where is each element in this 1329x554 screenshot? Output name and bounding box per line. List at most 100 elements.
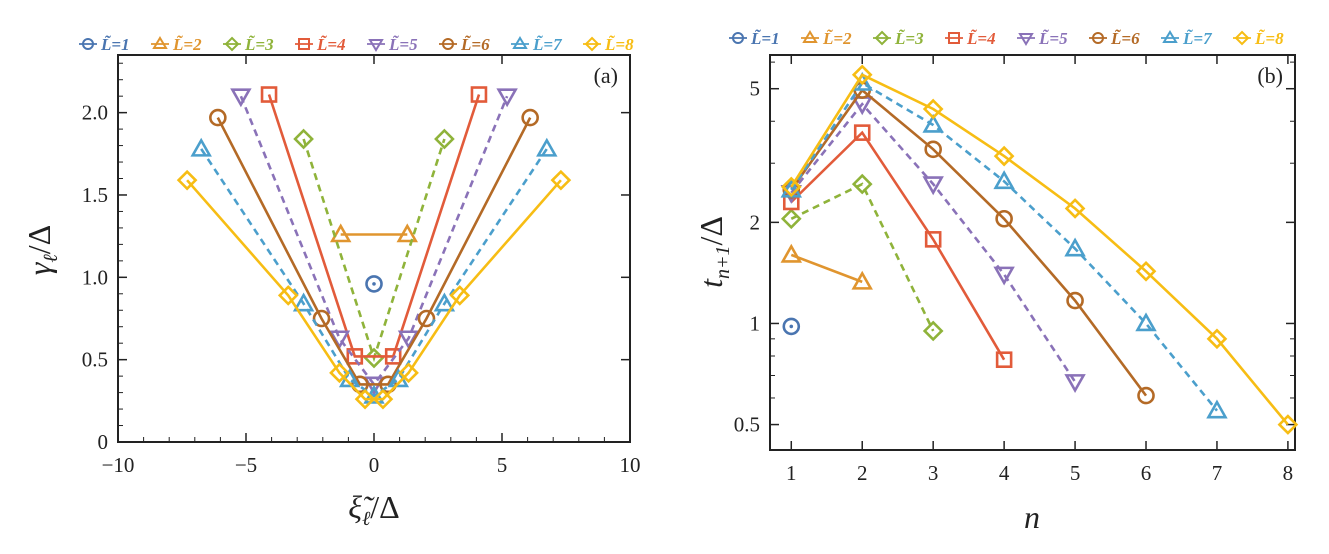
panel-b-point-L8-0 [780, 176, 802, 198]
panel-b-xtick-label-1: 2 [857, 461, 868, 485]
panel-a-legend-item-L8: L̃=8 [583, 35, 634, 54]
panel-a-point-L7-1 [292, 292, 315, 312]
panel-b-point-L2-1 [851, 270, 873, 290]
panel-b-legend-label-L7: L̃=7 [1182, 29, 1213, 48]
panel-b-legend-marker-L3 [874, 30, 890, 46]
panel-a-legend-label-L2: L̃=2 [172, 35, 202, 54]
panel-a-point-L1-0 [365, 275, 383, 293]
panel-b-legend-item-L2: L̃=2 [801, 29, 852, 48]
panel-b-series-L3 [780, 173, 944, 342]
panel-b-point-L5-4 [1064, 374, 1086, 394]
panel-a-legend-marker-L1 [82, 38, 94, 50]
panel-a-legend-label-L5: L̃=5 [388, 35, 418, 54]
panel-b-xtick-label-5: 6 [1141, 461, 1152, 485]
panel-a-series-L5 [230, 88, 518, 396]
panel-b-point-L3-0 [780, 208, 802, 230]
panel-a-series-L2 [329, 223, 419, 243]
panel-a-y-label-main: γ [21, 261, 57, 275]
panel-b-y-axis-label: tn+1/Δ [693, 216, 734, 288]
panel-a-point-L6-1 [312, 309, 331, 328]
panel-b-ytick-label-0: 0.5 [734, 413, 760, 437]
panel-b-legend-marker-L8 [1234, 30, 1250, 46]
panel-b-point-L8-6 [1206, 328, 1228, 350]
panel-b-legend-marker-L6 [1092, 32, 1104, 44]
panel-a-y-label-unit: /Δ [21, 225, 57, 254]
panel-a-point-L8-4 [372, 388, 394, 410]
panel-a-series-L6-line [216, 117, 532, 386]
panel-a-legend-marker-L5 [368, 39, 384, 52]
panel-b-legend-item-L3: L̃=3 [873, 29, 924, 48]
panel-b-legend-label-L1: L̃=1 [750, 29, 780, 48]
panel-a-legend-marker-L3 [224, 36, 240, 52]
panel-a-chart: L̃=1 L̃=2 L̃=3 L̃=4 L̃=5 L̃=6 L̃=7 L̃=8 −10 −5 0 5… [21, 35, 641, 530]
panel-a-point-L8-7 [550, 169, 572, 191]
panel-a-xtick-label-4: 10 [620, 453, 641, 477]
panel-b-tag: (b) [1257, 63, 1283, 88]
panel-a-point-L6-4 [417, 309, 436, 328]
panel-b-chart: L̃=1 L̃=2 L̃=3 L̃=4 L̃=5 L̃=6 L̃=7 L̃=8 1 2 3 4 5 6 7… [693, 29, 1299, 535]
panel-b-legend-label-L8: L̃=8 [1254, 29, 1284, 48]
panel-b-legend-label-L2: L̃=2 [822, 29, 852, 48]
panel-b-series-L4-line [790, 130, 1006, 361]
panel-a-legend-marker-L4 [298, 38, 310, 50]
panel-b-point-L7-2 [922, 113, 944, 133]
panel-b-x-label-main: n [1024, 499, 1040, 535]
panel-a-point-L2-0 [329, 223, 352, 243]
panel-a-point-L6-0 [209, 108, 227, 127]
panel-b-legend: L̃=1 L̃=2 L̃=3 L̃=4 L̃=5 L̃=6 L̃=7 L̃=8 [729, 29, 1284, 48]
panel-b-point-L7-6 [1206, 399, 1228, 419]
panel-b-xtick-label-3: 4 [999, 461, 1010, 485]
panel-b-point-L8-3 [993, 145, 1015, 167]
panel-b-point-L1-0-center [789, 324, 794, 329]
panel-a-point-L2-1 [396, 223, 419, 243]
panel-a-legend-label-L4: L̃=4 [316, 35, 346, 54]
panel-a-series-L5-line [239, 95, 509, 387]
panel-b-point-L1-0 [782, 317, 801, 336]
panel-a-point-L7-6 [536, 137, 558, 157]
panel-b-legend-item-L6: L̃=6 [1089, 29, 1140, 48]
panel-b-series-L6-line [790, 88, 1148, 397]
panel-b-point-L6-5 [1137, 386, 1155, 405]
panel-a-point-L3-2 [434, 128, 455, 150]
panel-b-point-L7-3 [993, 170, 1015, 190]
panel-b-legend-label-L5: L̃=5 [1038, 29, 1068, 48]
panel-a-y-label-sub: ℓ [40, 254, 62, 263]
panel-a-point-L4-1 [346, 348, 364, 365]
panel-a-legend-marker-L2 [152, 36, 168, 49]
panel-b-point-L6-4 [1066, 291, 1084, 310]
panel-a-series-L8 [176, 169, 572, 410]
panel-b-series-L8-line [790, 73, 1289, 426]
panel-b-legend-item-L5: L̃=5 [1017, 29, 1068, 48]
panel-a-legend-item-L5: L̃=5 [367, 35, 418, 54]
panel-a-ytick-label-2: 1.0 [82, 265, 108, 289]
panel-b-point-L8-1 [851, 64, 873, 86]
panel-b-y-label-unit: /Δ [693, 216, 729, 245]
panel-a-legend-label-L3: L̃=3 [244, 35, 274, 54]
panel-b-ytick-label-2: 2 [750, 210, 761, 234]
panel-b-point-L8-2 [922, 98, 944, 120]
panel-a-point-L8-3 [354, 388, 376, 410]
panel-a-series-L4-line [267, 94, 481, 358]
panel-a-x-label-sub: ℓ [362, 508, 371, 530]
panel-b-legend-marker-L4 [948, 32, 960, 44]
panel-a-point-L1-0-center [372, 282, 376, 286]
panel-b-legend-label-L6: L̃=6 [1110, 29, 1140, 48]
panel-b-legend-item-L7: L̃=7 [1161, 29, 1213, 48]
panel-b-point-L7-4 [1064, 237, 1086, 257]
panel-b-xtick-label-2: 3 [928, 461, 939, 485]
panel-b-xtick-label-0: 1 [786, 461, 797, 485]
panel-a-series-L6 [209, 108, 539, 394]
panel-b-plot-frame [769, 54, 1296, 451]
panel-b-series-L8 [780, 64, 1299, 435]
panel-b-point-L7-5 [1135, 312, 1157, 332]
panel-b-series-L1 [782, 317, 801, 336]
panel-a-series-L7-line [200, 148, 548, 398]
panel-a-point-L4-3 [470, 86, 488, 103]
panel-b-legend-marker-L5 [1018, 33, 1034, 46]
panel-b-point-L8-7 [1277, 414, 1299, 435]
panel-a-legend: L̃=1 L̃=2 L̃=3 L̃=4 L̃=5 L̃=6 L̃=7 L̃=8 [79, 35, 634, 54]
panel-b-x-axis-label: n [1024, 499, 1040, 535]
panel-a-point-L5-1 [328, 330, 351, 350]
panel-a-point-L7-5 [433, 292, 456, 312]
